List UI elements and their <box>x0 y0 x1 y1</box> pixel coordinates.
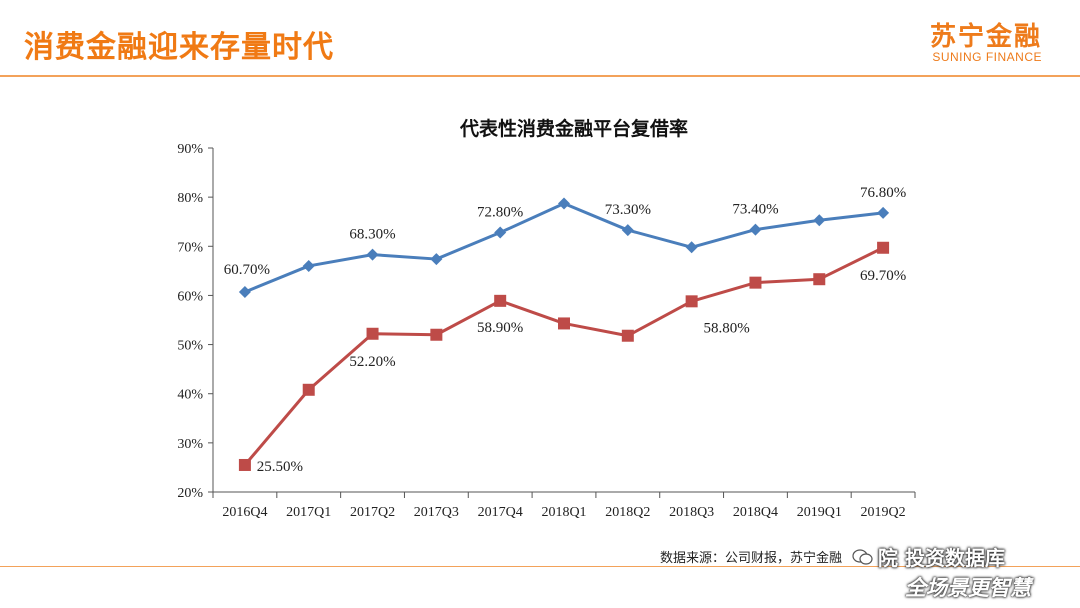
x-tick-label: 2017Q1 <box>286 505 331 520</box>
series-1-data-label: 60.70% <box>224 262 270 278</box>
series-1-point <box>494 226 507 239</box>
series-1-data-label: 73.40% <box>732 202 778 218</box>
series-2-point <box>366 327 379 340</box>
series-2-data-label: 69.70% <box>860 268 906 284</box>
series-2-point <box>494 294 507 307</box>
series-1-data-label: 73.30% <box>605 202 651 218</box>
series-2-data-label: 58.90% <box>477 320 523 336</box>
series-2-data-label: 58.80% <box>704 320 750 336</box>
y-tick-label: 80% <box>177 191 203 206</box>
series-2-point <box>430 328 443 341</box>
y-tick-label: 50% <box>177 339 203 354</box>
x-tick-label: 2017Q4 <box>478 505 523 520</box>
source-note: 数据来源：公司财报，苏宁金融 <box>660 551 843 566</box>
series-1-point <box>685 241 698 254</box>
brand-logo-text: 苏宁金融 <box>929 22 1042 52</box>
series-1-point <box>621 224 634 237</box>
x-tick-label: 2018Q1 <box>541 505 586 520</box>
series-1-data-label: 72.80% <box>477 205 523 221</box>
series-2-point <box>558 317 570 330</box>
series-1-point <box>366 248 379 261</box>
x-tick-label: 2016Q4 <box>222 505 267 520</box>
brand-logo-subtext: SUNING FINANCE <box>932 50 1042 64</box>
wechat-icon <box>852 549 873 565</box>
series-1-data-label: 76.80% <box>860 185 906 201</box>
y-tick-label: 20% <box>177 486 203 501</box>
series-1-line <box>244 202 884 294</box>
y-tick-label: 40% <box>177 388 203 403</box>
y-tick-label: 60% <box>177 289 203 304</box>
series-2-point <box>749 276 762 289</box>
series-2-point <box>685 295 698 308</box>
series-1-point <box>302 259 315 272</box>
series-1-point <box>558 197 570 210</box>
series-2-point <box>238 458 251 471</box>
x-tick-label: 2017Q3 <box>414 505 459 520</box>
series-1-point <box>749 223 762 236</box>
series-2-point <box>877 241 890 254</box>
chart-title: 代表性消费金融平台复借率 <box>459 117 688 140</box>
series-2-data-label: 25.50% <box>257 459 303 475</box>
x-tick-label: 2018Q3 <box>669 505 714 520</box>
watermark-text-bottom: 全场景更智慧 <box>905 576 1031 600</box>
x-tick-label: 2019Q1 <box>797 505 842 520</box>
y-tick-label: 90% <box>177 142 203 157</box>
watermark-text-top: 院 投资数据库 <box>878 546 1005 570</box>
x-tick-label: 2019Q2 <box>861 505 906 520</box>
y-tick-label: 30% <box>177 437 203 452</box>
x-tick-label: 2018Q2 <box>605 505 650 520</box>
series-1-point <box>813 214 826 227</box>
y-tick-label: 70% <box>177 240 203 255</box>
series-1-point <box>238 285 251 298</box>
footer-divider <box>0 566 1080 567</box>
series-2-line <box>243 246 884 466</box>
header-divider <box>0 75 1080 77</box>
series-2-point <box>813 273 826 286</box>
series-2-point <box>621 329 634 342</box>
x-tick-label: 2017Q2 <box>350 505 395 520</box>
series-1-data-label: 68.30% <box>349 227 395 243</box>
series-1-point <box>430 253 443 266</box>
series-2-point <box>302 383 315 396</box>
series-2-data-label: 52.20% <box>349 354 395 370</box>
slide-title: 消费金融迎来存量时代 <box>24 30 334 65</box>
series-1-point <box>877 206 890 219</box>
x-tick-label: 2018Q4 <box>733 505 778 520</box>
